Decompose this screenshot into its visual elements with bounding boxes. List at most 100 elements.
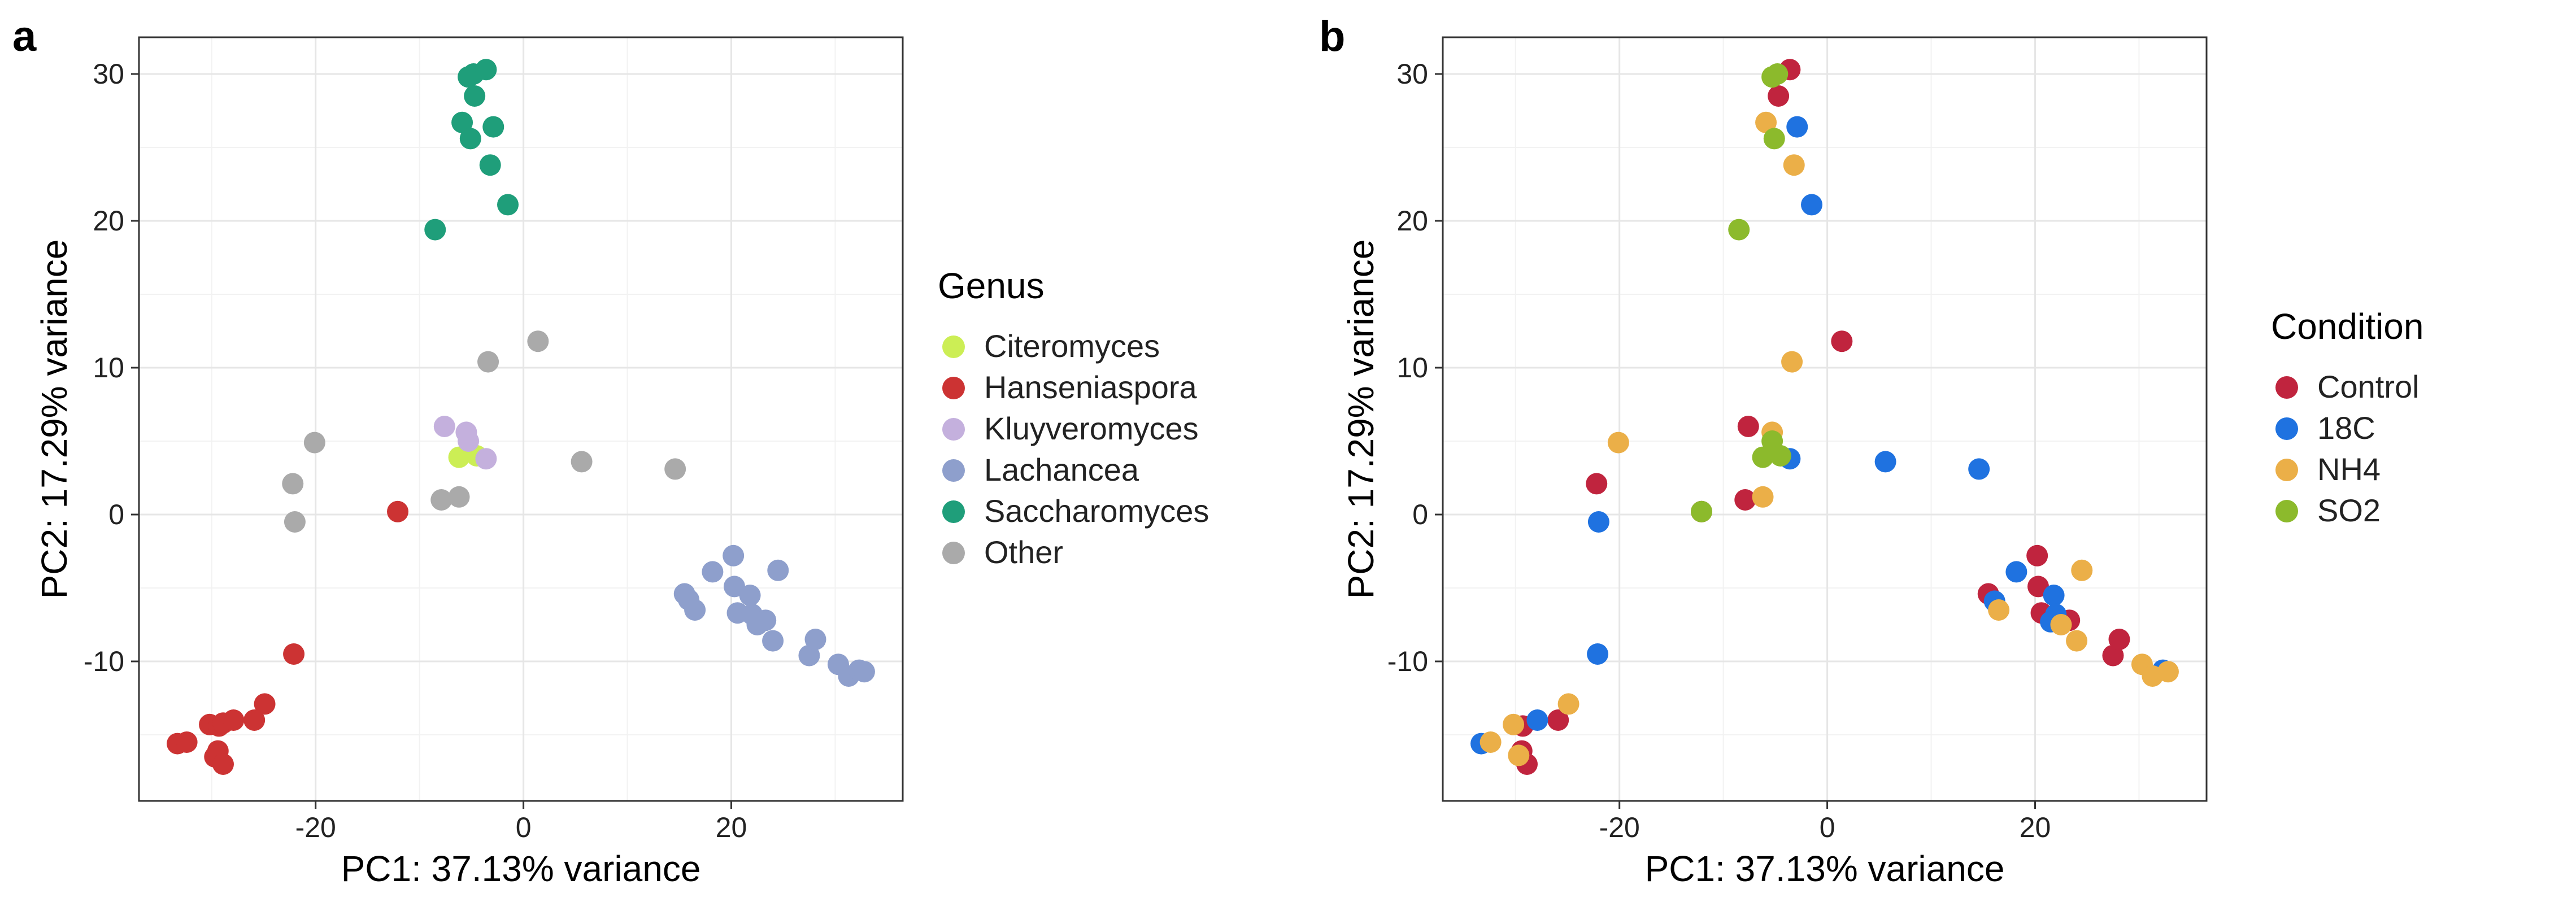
point-nh4	[1480, 731, 1502, 753]
y-tick-label: 0	[108, 499, 124, 530]
point-lachancea	[684, 599, 706, 621]
point-control	[1586, 473, 1608, 495]
point-18c	[1526, 709, 1548, 731]
point-so2	[1691, 500, 1713, 522]
point-kluyveromyces	[475, 448, 497, 470]
point-other	[284, 511, 306, 533]
point-control	[2027, 576, 2050, 598]
point-saccharomyces	[464, 85, 486, 107]
panel-label: a	[12, 12, 37, 60]
point-saccharomyces	[459, 128, 481, 150]
y-axis-title: PC2: 17.29% variance	[34, 239, 75, 599]
point-control	[1547, 709, 1569, 731]
x-tick-label: 20	[2020, 812, 2051, 843]
x-axis-title: PC1: 37.13% variance	[1645, 848, 2005, 889]
point-18c	[1786, 116, 1808, 138]
point-lachancea	[723, 544, 745, 567]
point-lachancea	[798, 644, 820, 666]
y-tick-label: 30	[1396, 58, 1428, 90]
point-nh4	[2157, 661, 2179, 683]
legend-label: Hanseniaspora	[984, 369, 1198, 405]
point-other	[571, 451, 593, 473]
point-nh4	[1752, 486, 1774, 508]
point-lachancea	[724, 576, 746, 598]
point-kluyveromyces	[458, 430, 480, 452]
data-points	[167, 59, 875, 775]
plot-background	[1443, 37, 2207, 801]
y-tick-label: 0	[1412, 499, 1428, 530]
point-other	[477, 351, 499, 373]
point-nh4	[1503, 713, 1525, 735]
point-hanseniaspora	[176, 731, 198, 753]
y-tick-label: 10	[1396, 352, 1428, 384]
point-nh4	[2066, 630, 2088, 652]
point-saccharomyces	[479, 154, 501, 176]
point-saccharomyces	[475, 59, 497, 81]
point-other	[303, 432, 325, 454]
point-control	[1831, 330, 1853, 352]
point-control	[1737, 416, 1759, 437]
point-18c	[1587, 511, 1609, 533]
y-tick-label: 20	[1396, 205, 1428, 237]
y-tick-label: 30	[93, 58, 124, 90]
panel-b: b -20 0 20 -10 0 10 20 30 PC1: 37.13% variance PC2…	[1319, 12, 2423, 889]
legend-key	[2275, 459, 2298, 481]
legend-key	[942, 418, 965, 441]
gridlines	[139, 37, 903, 801]
point-so2	[1769, 445, 1791, 467]
plot-border	[1442, 36, 2208, 802]
legend-label: 18C	[2317, 410, 2375, 446]
legend-key	[942, 500, 965, 523]
y-tick-label: 20	[93, 205, 124, 237]
point-18c	[1968, 458, 1990, 480]
legend-label: SO2	[2317, 493, 2381, 528]
point-lachancea	[804, 629, 826, 650]
point-nh4	[1783, 154, 1805, 176]
x-tick-label: 20	[716, 812, 747, 843]
point-lachancea	[755, 609, 777, 631]
point-nh4	[1557, 693, 1579, 715]
x-tick-label: 0	[516, 812, 532, 843]
point-control	[1734, 489, 1756, 511]
legend-title: Condition	[2271, 306, 2423, 347]
point-nh4	[1607, 432, 1629, 454]
point-lachancea	[853, 661, 875, 683]
point-control	[2102, 644, 2124, 666]
point-18c	[1801, 194, 1823, 216]
point-other	[448, 486, 470, 508]
panel-a: a -20 0 20 -10 0 10 20 30 PC1: 37.13% variance PC2…	[12, 12, 1209, 889]
point-nh4	[1988, 599, 2010, 621]
x-axis-title: PC1: 37.13% variance	[341, 848, 701, 889]
legend-key	[942, 459, 965, 482]
y-tick-label: 10	[93, 352, 124, 384]
point-so2	[1728, 219, 1750, 241]
point-other	[430, 489, 452, 511]
data-points	[1470, 59, 2179, 775]
legend-label: Other	[984, 534, 1063, 570]
legend-key	[2275, 500, 2298, 522]
legend-label: Lachancea	[984, 452, 1139, 487]
point-other	[664, 458, 686, 480]
legend-key	[942, 336, 965, 358]
point-other	[527, 330, 549, 352]
point-nh4	[2050, 614, 2072, 635]
y-tick-label: -10	[1387, 646, 1428, 677]
point-saccharomyces	[424, 219, 446, 241]
point-control	[2026, 544, 2048, 567]
point-saccharomyces	[482, 116, 504, 138]
point-lachancea	[702, 561, 724, 583]
legend-key	[2275, 417, 2298, 440]
point-nh4	[2071, 559, 2093, 581]
legend-label: Control	[2317, 369, 2420, 404]
point-kluyveromyces	[433, 416, 455, 437]
point-saccharomyces	[451, 111, 473, 133]
point-control	[1768, 85, 1790, 107]
point-saccharomyces	[497, 194, 519, 216]
point-other	[282, 473, 304, 495]
point-18c	[2005, 561, 2027, 583]
plot-border	[138, 36, 904, 802]
point-nh4	[1755, 111, 1777, 133]
legend-label: Saccharomyces	[984, 493, 1209, 529]
x-tick-label: -20	[1599, 812, 1640, 843]
